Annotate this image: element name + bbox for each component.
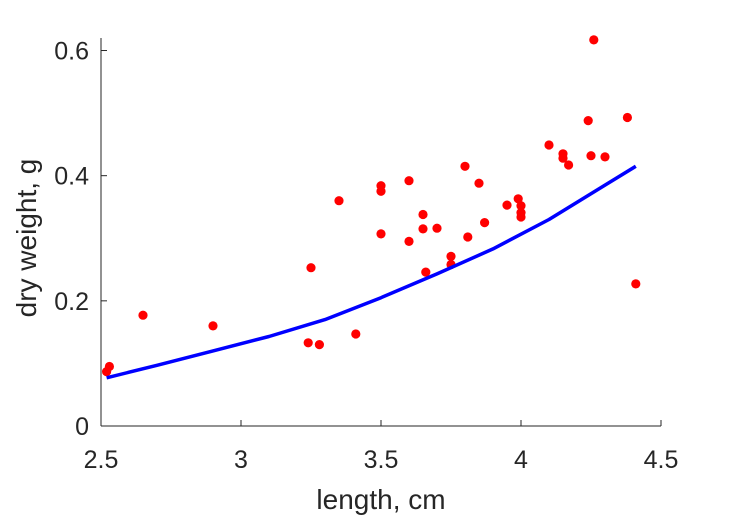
data-point [622,112,633,123]
x-tick-label: 4 [514,446,528,474]
x-tick-label: 2.5 [84,446,119,474]
data-point [404,176,414,186]
y-tick-label: 0.2 [54,288,89,316]
data-point [418,224,428,234]
data-point [306,263,316,273]
data-point [516,212,526,222]
y-axis-label: dry weight, g [11,159,42,318]
data-point [463,232,473,242]
y-tick-label: 0 [75,413,89,441]
data-point [376,229,386,239]
data-point [314,340,324,350]
data-point [474,178,484,188]
data-point [404,236,414,246]
data-point [334,196,344,206]
data-point [544,140,554,150]
data-point [208,321,218,331]
data-point [351,329,361,339]
fit-curve [106,164,637,380]
data-point [104,361,114,372]
x-tick-label: 4.5 [644,446,679,474]
y-tick-label: 0.4 [54,163,89,191]
data-point [631,279,641,289]
data-point [418,209,428,220]
data-point [589,35,599,45]
axes: 2.5 3 3.5 4 4.5 0 0.2 0.4 0.6 [54,38,678,474]
plot-area [102,35,641,380]
data-point [513,194,523,204]
data-point [564,160,574,170]
data-point [583,116,593,126]
data-point [600,152,610,162]
x-axis-label: length, cm [316,484,445,515]
data-point [303,338,313,348]
data-point [432,223,442,233]
data-point [516,201,526,211]
data-point [460,161,470,171]
data-point [480,218,490,228]
y-tick-label: 0.6 [54,38,89,66]
data-point [376,181,386,191]
data-point [558,153,568,163]
data-point [502,200,512,210]
data-point [446,251,456,261]
data-point [138,310,148,320]
x-tick-label: 3.5 [364,446,399,474]
x-tick-label: 3 [234,446,248,474]
data-point [421,267,431,277]
data-point [586,151,596,161]
